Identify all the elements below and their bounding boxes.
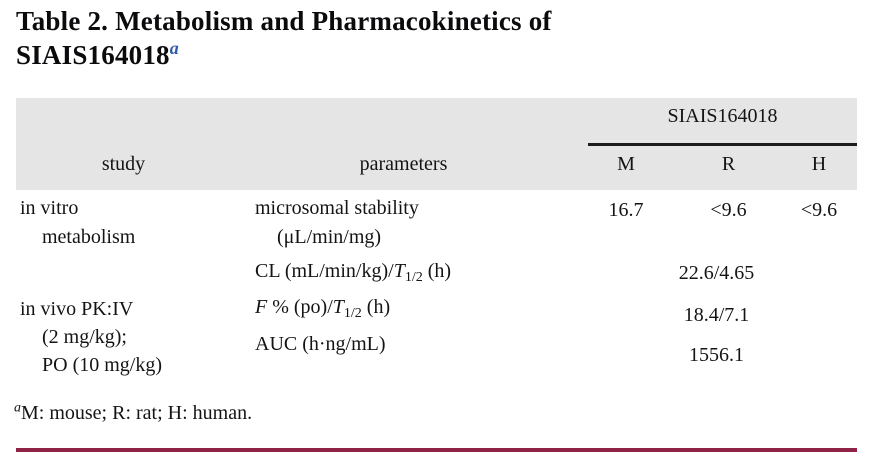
study-line: metabolism xyxy=(42,226,136,248)
value-auc: 1556.1 xyxy=(689,344,744,366)
table-title-text: Table 2. Metabolism and Pharmacokinetics… xyxy=(16,6,552,70)
param-cell-cl-thalf: CL (mL/min/kg)/T1/2 (h) xyxy=(255,260,452,285)
value-microsomal-mouse: 16.7 xyxy=(608,199,644,221)
param-cell-microsomal-stability: microsomal stability (μL/min/mg) xyxy=(255,194,419,252)
param-cell-f-thalf: F % (po)/T1/2 (h) xyxy=(255,296,391,321)
study-cell-in-vitro: in vitro metabolism xyxy=(20,194,135,252)
param-cell-auc: AUC (h·ng/mL) xyxy=(255,333,386,355)
value-f-thalf: 18.4/7.1 xyxy=(683,304,750,326)
param-line: (μL/min/mg) xyxy=(277,226,382,248)
study-line: (2 mg/kg); xyxy=(42,326,127,348)
value-cl-thalf: 22.6/4.65 xyxy=(678,262,755,284)
col-header-r: R xyxy=(721,153,736,175)
table-header: SIAIS164018 study parameters M R H xyxy=(16,98,857,190)
param-line: microsomal stability xyxy=(255,197,419,219)
table-title: Table 2. Metabolism and Pharmacokinetics… xyxy=(16,4,688,72)
col-header-h: H xyxy=(811,153,827,175)
footnote: aM: mouse; R: rat; H: human. xyxy=(14,399,252,427)
col-header-m: M xyxy=(617,153,635,175)
compound-group-header: SIAIS164018 xyxy=(667,105,778,127)
table-body: in vitro metabolism microsomal stability… xyxy=(16,190,857,396)
study-line: in vitro xyxy=(20,197,79,219)
bottom-rule xyxy=(16,448,857,452)
col-header-study: study xyxy=(101,153,146,175)
study-cell-in-vivo-pk: in vivo PK:IV (2 mg/kg); PO (10 mg/kg) xyxy=(20,295,162,379)
value-microsomal-human: <9.6 xyxy=(800,199,838,221)
col-header-parameters: parameters xyxy=(359,153,448,175)
footnote-text: M: mouse; R: rat; H: human. xyxy=(21,402,253,424)
value-microsomal-rat: <9.6 xyxy=(710,199,747,221)
compound-group-underline xyxy=(588,143,857,146)
footnote-marker: a xyxy=(14,400,21,416)
title-footnote-marker: a xyxy=(169,38,179,58)
study-line: in vivo PK:IV xyxy=(20,298,134,320)
study-line: PO (10 mg/kg) xyxy=(42,354,162,376)
pk-table: SIAIS164018 study parameters M R H in vi… xyxy=(16,98,857,396)
